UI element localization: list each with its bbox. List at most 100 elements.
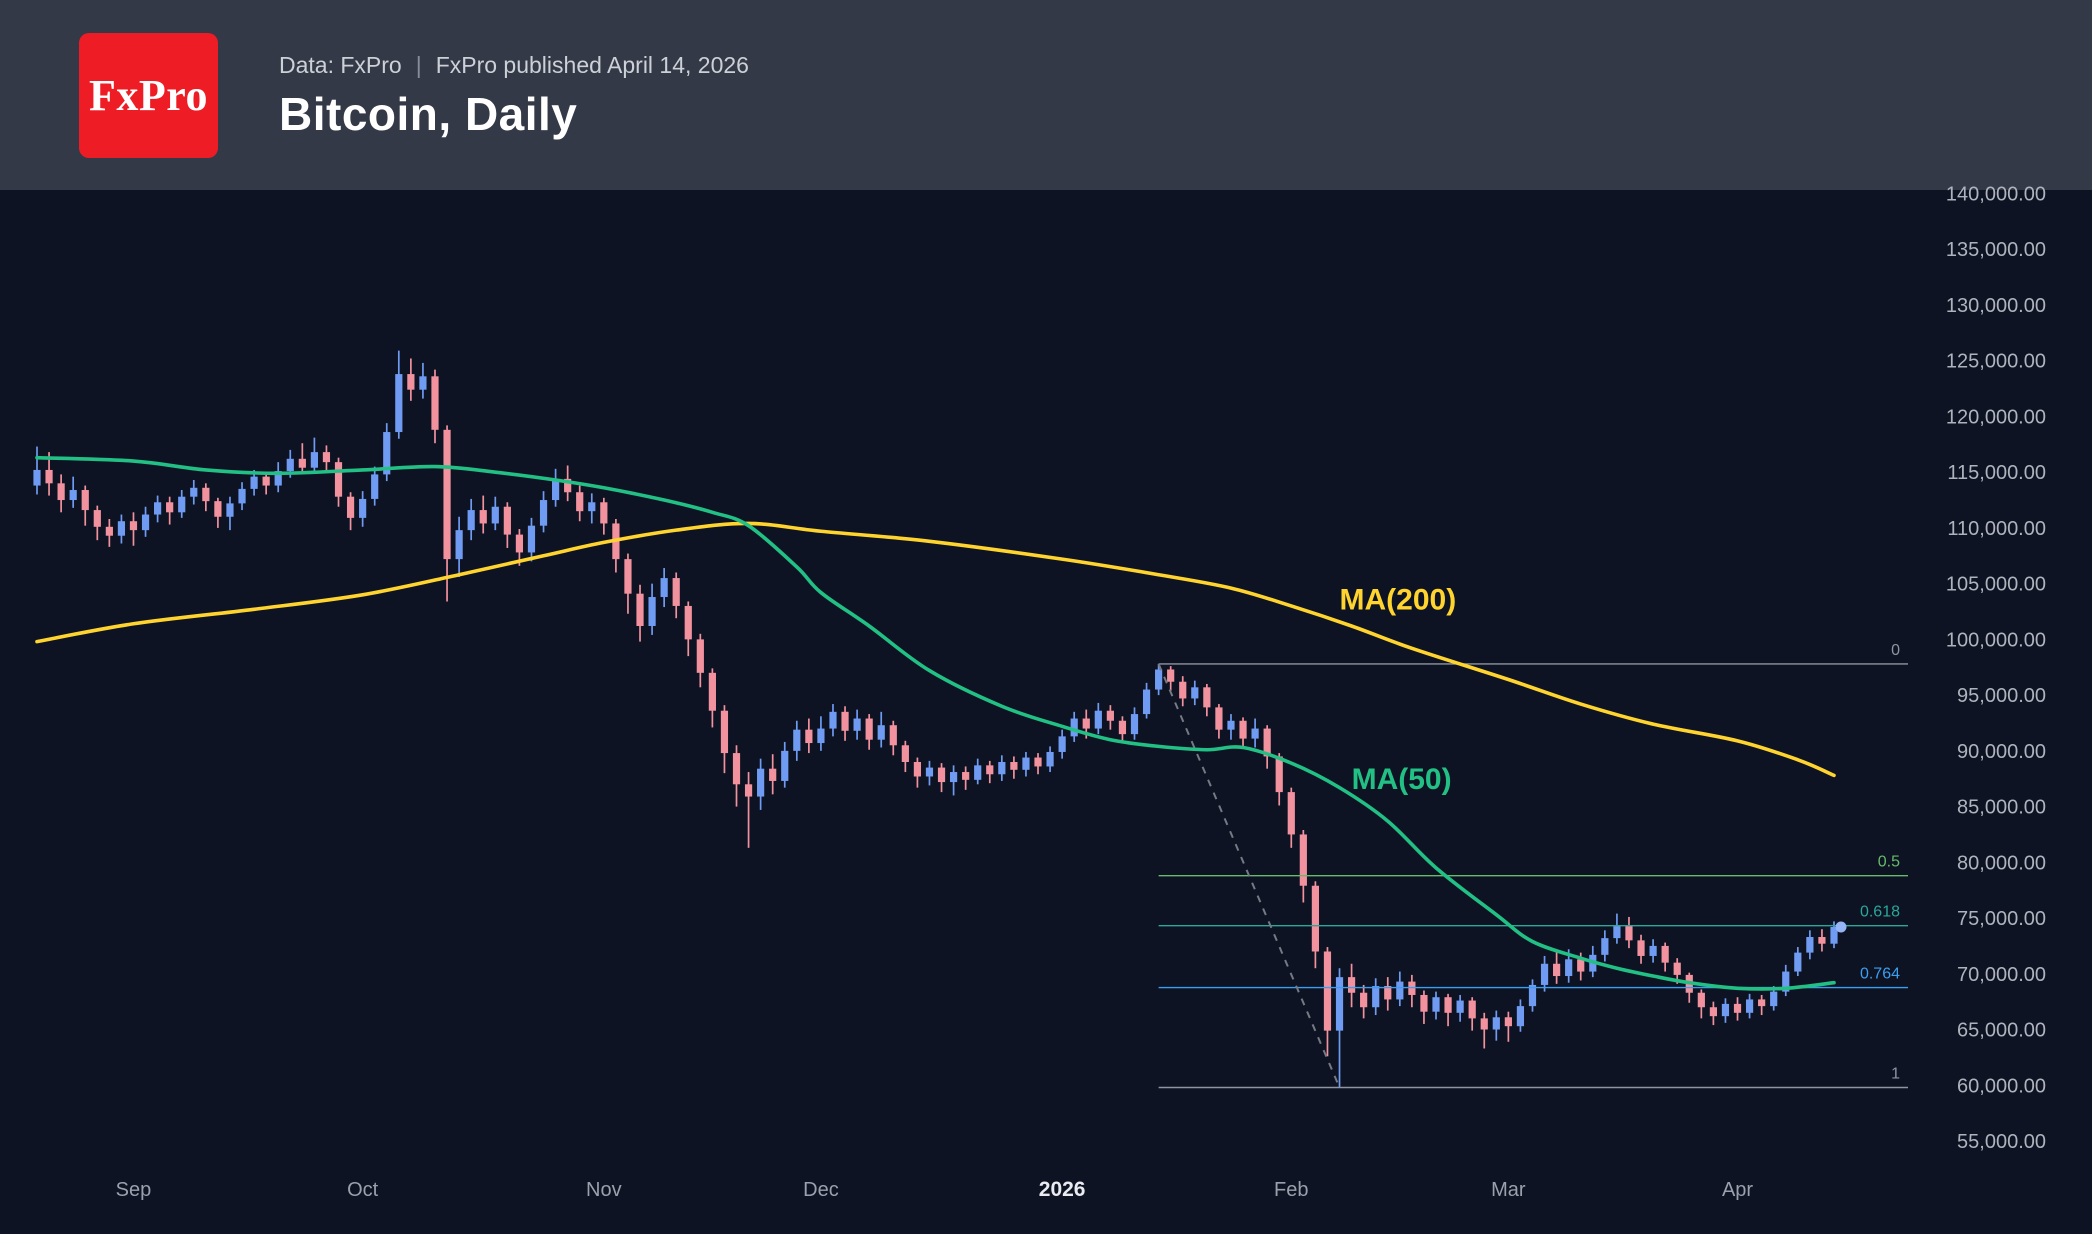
candle-body [949,772,958,783]
candle-body [129,521,138,531]
candle-body [1540,963,1549,985]
candle-body [274,471,282,486]
x-axis-label: Sep [116,1179,152,1201]
y-axis-label: 75,000.00 [1957,908,2046,930]
candle-body [588,502,596,512]
candle-body [1263,728,1271,757]
candle-body [1758,999,1766,1007]
candle-body [479,510,487,524]
published-text: FxPro published April 14, 2026 [435,51,749,78]
candle-body [1625,925,1633,941]
candle-body [1396,981,1404,1000]
candle-body [166,502,174,513]
x-axis-label: Mar [1491,1179,1526,1201]
y-axis-label: 110,000.00 [1947,518,2046,540]
candle-body [1565,959,1573,977]
candle-body [1106,710,1114,721]
candle-body [1227,720,1235,730]
chart-canvas: 0 0.5 0.618 0.764 1 MA(200) MA(50) 140,000.00 13… [33,184,2046,1201]
ma50-line [35,455,1836,991]
fibonacci-layer: 0 0.5 0.618 0.764 1 [1158,642,1908,1089]
candle-body [1480,1018,1488,1030]
y-axis-label: 140,000.00 [1946,184,2046,206]
candle-body [1384,986,1392,1000]
candle-body [986,765,994,775]
candle-body [1046,751,1054,767]
y-axis-label: 55,000.00 [1957,1131,2046,1153]
candle-body [913,762,922,777]
candle-body [1034,757,1042,767]
candle-body [1745,999,1754,1013]
candle-body [1601,938,1609,955]
candle-body [1167,669,1175,682]
candle-body [962,772,970,780]
candle-body [1010,762,1018,770]
y-axis-label: 60,000.00 [1957,1075,2046,1097]
candle-body [1673,962,1681,975]
candle-body [262,476,270,486]
candle-body [1794,952,1802,972]
fib-label-0.764: 0.764 [1860,966,1900,983]
candle-body [901,745,909,762]
candle-body [744,784,753,797]
ma50-label: MA(50) [1352,763,1452,796]
candle-body [1733,1003,1742,1013]
ma200-label: MA(200) [1340,583,1457,616]
candle-body [503,506,511,535]
x-axis-label: 2026 [1039,1178,1086,1201]
candle-body [1058,736,1066,752]
x-axis-label: Apr [1722,1179,1753,1201]
candle-body [141,514,150,531]
candle-body [1444,997,1452,1013]
candle-body [346,496,355,518]
x-axis-label: Oct [347,1179,379,1201]
candle-body [636,593,644,627]
candle-body [841,711,849,731]
y-axis-label: 70,000.00 [1957,964,2046,986]
candle-body [1770,991,1778,1007]
y-axis-label: 125,000.00 [1946,351,2046,373]
candle-body [974,765,982,780]
candle-body [805,729,813,744]
candle-body [564,478,572,493]
price-chart: 0 0.5 0.618 0.764 1 MA(200) MA(50) 140,000.00 13… [0,184,2092,1234]
candle-body [576,492,584,512]
candle-body [467,510,475,531]
candle-body [117,521,126,536]
candle-body [1070,718,1078,737]
candle-body [829,711,837,729]
y-axis-label: 90,000.00 [1957,741,2046,763]
candle-body [720,710,729,754]
fib-label-1: 1 [1891,1065,1900,1082]
candle-body [1142,689,1151,715]
candle-body [853,718,861,731]
candle-body [1528,984,1537,1007]
candle-body [515,534,524,553]
candle-body [1408,981,1416,995]
candle-body [69,490,77,501]
candle-body [684,605,692,640]
candle-body [455,530,463,560]
y-axis-label: 85,000.00 [1957,797,2046,819]
candle-body [1553,963,1561,977]
candle-body [359,498,367,518]
candle-body [1299,834,1307,886]
candle-body [154,502,162,515]
last-price-dot [1835,921,1847,933]
fib-label-0.5: 0.5 [1878,854,1900,871]
candle-body [648,597,656,627]
candle-body [1022,757,1030,770]
candle-body [1179,681,1187,699]
candle-body [250,476,258,489]
candle-body [226,503,234,517]
candle-body [395,374,403,433]
candle-body [708,672,716,711]
trendline [1157,663,1341,1088]
candle-body [1649,945,1657,956]
candle-body [383,432,391,475]
ma200-line [35,521,1836,778]
y-axis-label: 65,000.00 [1957,1020,2046,1042]
fxpro-logo-text: FxPro [89,70,208,120]
candle-body [45,469,53,484]
candle-body [1637,940,1645,956]
